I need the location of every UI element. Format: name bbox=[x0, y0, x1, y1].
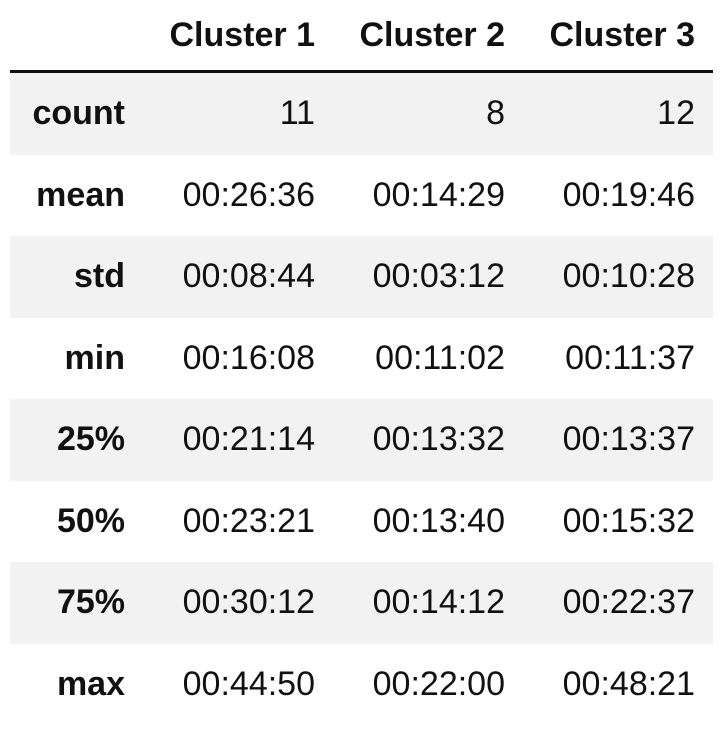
table-row: mean 00:26:36 00:14:29 00:19:46 bbox=[10, 154, 713, 236]
table-cell: 8 bbox=[486, 94, 505, 133]
table-cell: 00:22:37 bbox=[562, 583, 695, 622]
table-cell: 00:08:44 bbox=[182, 257, 315, 296]
table-row: max 00:44:50 00:22:00 00:48:21 bbox=[10, 643, 713, 725]
table-cell: 00:19:46 bbox=[562, 175, 695, 214]
stats-table: Cluster 1 Cluster 2 Cluster 3 count 11 8… bbox=[10, 0, 713, 725]
table-cell: 00:22:00 bbox=[372, 664, 505, 703]
table-cell: 11 bbox=[279, 94, 315, 133]
table-cell: 00:26:36 bbox=[182, 175, 315, 214]
table-row: 75% 00:30:12 00:14:12 00:22:37 bbox=[10, 562, 713, 644]
row-index-75pct: 75% bbox=[56, 583, 125, 622]
table-cell: 00:16:08 bbox=[182, 338, 315, 377]
column-header-cluster-3: Cluster 3 bbox=[549, 15, 696, 54]
row-index-25pct: 25% bbox=[56, 420, 125, 459]
table-cell: 00:30:12 bbox=[182, 583, 315, 622]
row-index-min: min bbox=[64, 338, 125, 377]
table-row: 25% 00:21:14 00:13:32 00:13:37 bbox=[10, 399, 713, 481]
table-cell: 00:13:40 bbox=[372, 501, 505, 540]
row-index-max: max bbox=[56, 664, 125, 703]
column-header-cluster-1: Cluster 1 bbox=[169, 15, 316, 54]
row-index-mean: mean bbox=[36, 175, 125, 214]
table-cell: 00:11:37 bbox=[565, 338, 695, 377]
row-index-50pct: 50% bbox=[56, 501, 125, 540]
table-cell: 00:14:12 bbox=[372, 583, 505, 622]
table-row: std 00:08:44 00:03:12 00:10:28 bbox=[10, 236, 713, 318]
table-cell: 00:44:50 bbox=[182, 664, 315, 703]
table-cell: 00:48:21 bbox=[562, 664, 695, 703]
row-index-std: std bbox=[74, 257, 125, 296]
column-header-cluster-2: Cluster 2 bbox=[359, 15, 506, 54]
table-cell: 00:03:12 bbox=[372, 257, 505, 296]
table-cell: 00:13:37 bbox=[562, 420, 695, 459]
table-cell: 00:15:32 bbox=[562, 501, 695, 540]
table-cell: 00:10:28 bbox=[562, 257, 695, 296]
table-row: min 00:16:08 00:11:02 00:11:37 bbox=[10, 317, 713, 399]
table-cell: 00:21:14 bbox=[182, 420, 315, 459]
row-index-count: count bbox=[32, 94, 125, 133]
table-row: count 11 8 12 bbox=[10, 73, 713, 155]
table-cell: 00:14:29 bbox=[372, 175, 505, 214]
table-cell: 00:11:02 bbox=[375, 338, 505, 377]
table-cell: 00:23:21 bbox=[182, 501, 315, 540]
table-header-row: Cluster 1 Cluster 2 Cluster 3 bbox=[10, 0, 713, 73]
table-cell: 12 bbox=[657, 94, 695, 133]
table-cell: 00:13:32 bbox=[372, 420, 505, 459]
table-row: 50% 00:23:21 00:13:40 00:15:32 bbox=[10, 480, 713, 562]
